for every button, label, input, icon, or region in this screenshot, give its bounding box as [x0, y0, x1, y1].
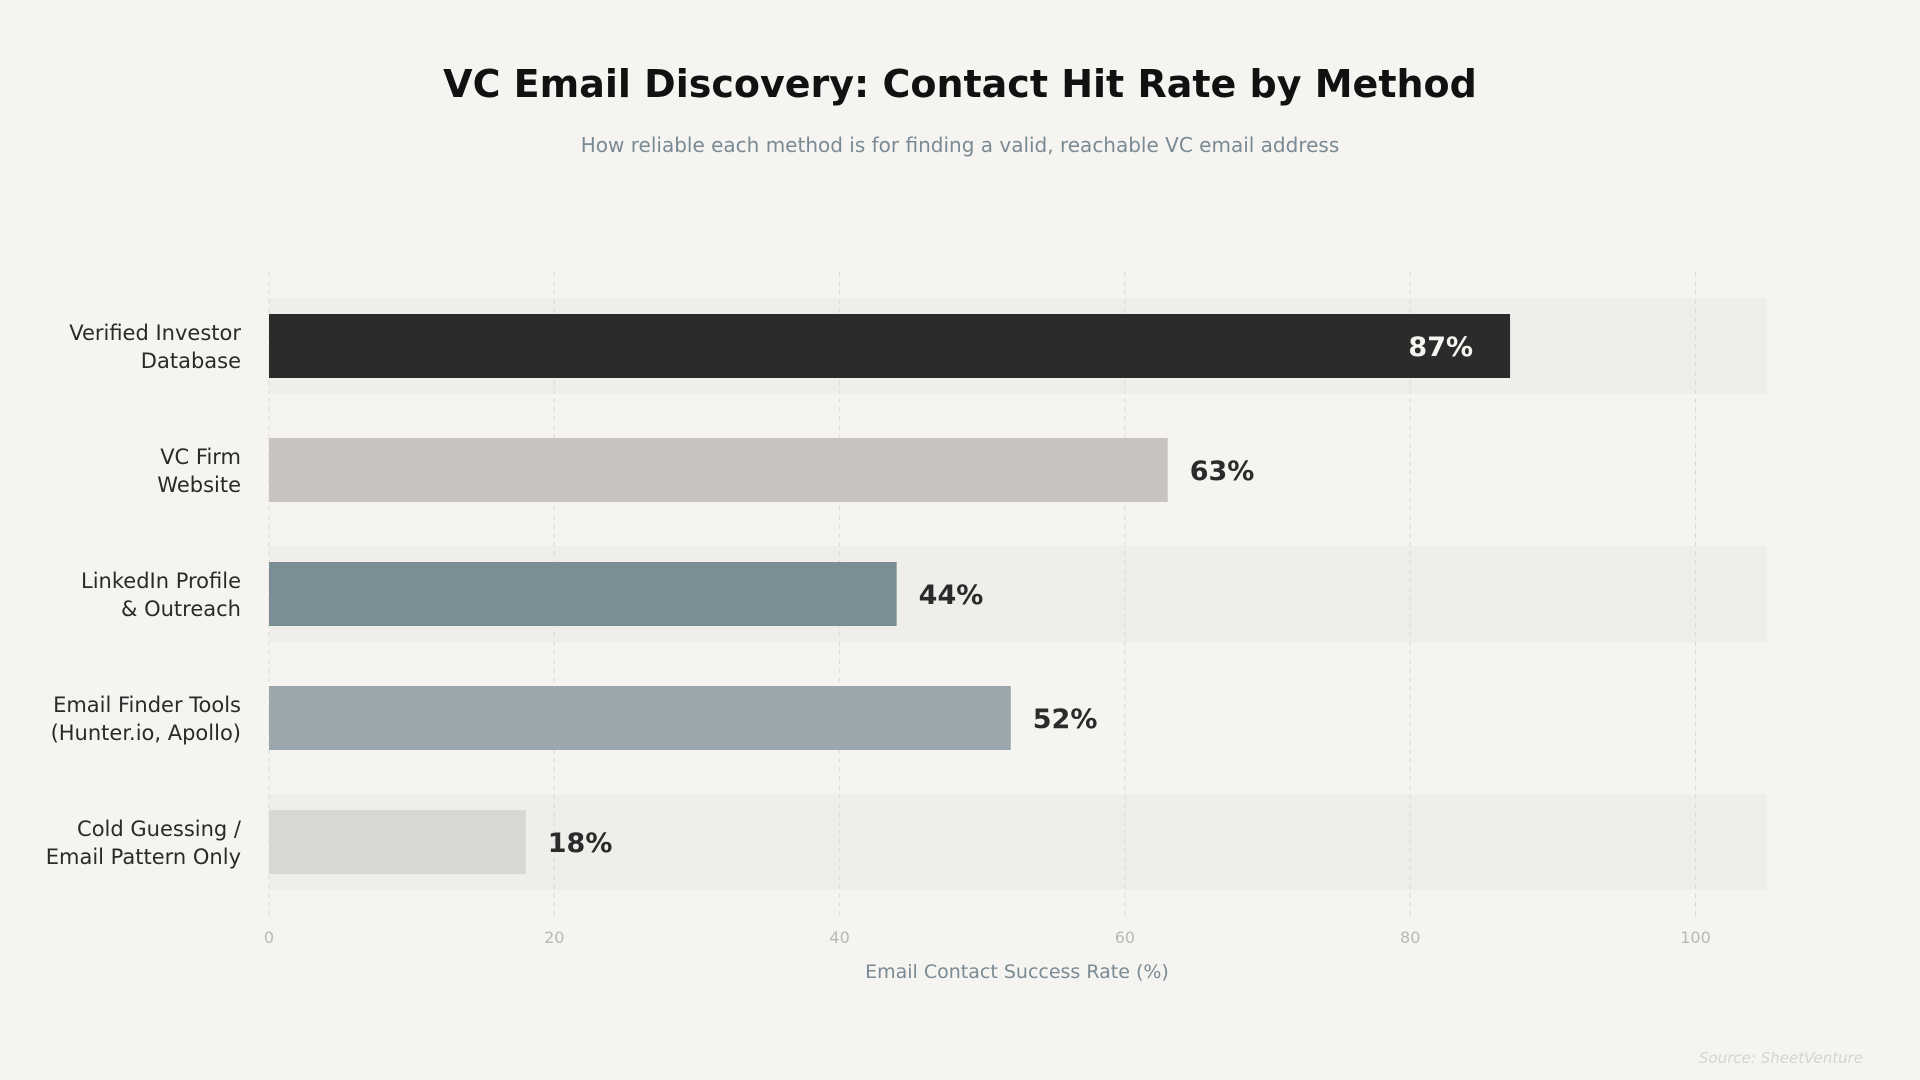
value-labels: 87% 63% 44% 52% 18%	[548, 332, 1473, 859]
category-label: Verified Investor Database	[69, 321, 241, 373]
x-tick-label: 80	[1400, 928, 1420, 947]
x-tick-label: 60	[1115, 928, 1135, 947]
x-tick-label: 100	[1680, 928, 1711, 947]
x-axis-ticks: 0 20 40 60 80 100	[264, 928, 1711, 947]
category-label: LinkedIn Profile & Outreach	[81, 569, 241, 621]
x-axis-title: Email Contact Success Rate (%)	[865, 961, 1169, 983]
source-note: Source: SheetVenture	[1699, 1049, 1863, 1067]
bar	[269, 686, 1011, 750]
chart-title: VC Email Discovery: Contact Hit Rate by …	[443, 62, 1477, 106]
x-tick-label: 20	[544, 928, 564, 947]
data-label: 87%	[1408, 332, 1473, 363]
chart-subtitle: How reliable each method is for finding …	[580, 133, 1340, 157]
category-label: Cold Guessing / Email Pattern Only	[46, 817, 242, 869]
bar	[269, 314, 1511, 378]
category-label: VC Firm Website	[157, 445, 241, 497]
bar	[269, 438, 1168, 502]
x-tick-label: 40	[829, 928, 849, 947]
category-labels: Verified Investor Database VC Firm Website L…	[46, 321, 242, 869]
x-tick-label: 0	[264, 928, 274, 947]
category-label: Email Finder Tools (Hunter.io, Apollo)	[51, 693, 241, 745]
bar	[269, 562, 897, 626]
data-label: 44%	[919, 580, 984, 611]
bar	[269, 810, 526, 874]
data-label: 63%	[1190, 456, 1255, 487]
data-label: 52%	[1033, 704, 1098, 735]
bars	[269, 314, 1511, 874]
data-label: 18%	[548, 828, 613, 859]
